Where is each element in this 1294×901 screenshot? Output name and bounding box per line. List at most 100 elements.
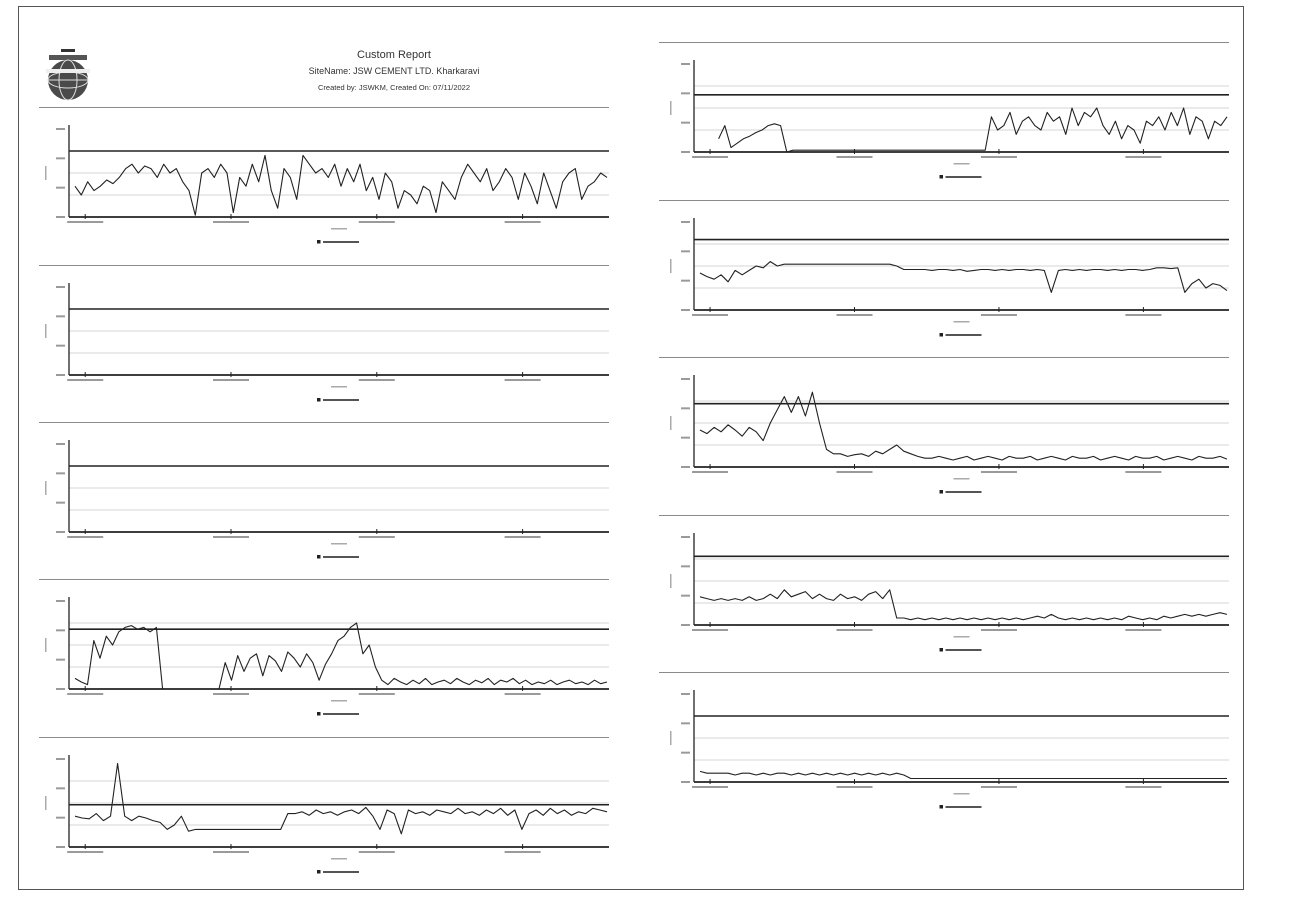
x-tick-label <box>67 379 104 381</box>
x-axis-label <box>953 163 970 165</box>
x-tick-label <box>1125 786 1162 788</box>
y-axis-label <box>45 481 47 495</box>
y-tick-label <box>56 629 65 632</box>
y-tick-label <box>681 279 690 282</box>
created-by: Created by: JSWKM, Created On: 07/11/202… <box>317 83 471 92</box>
x-tick-label <box>692 471 729 473</box>
x-axis-label <box>331 858 347 860</box>
company-logo <box>46 49 90 101</box>
legend-swatch <box>939 805 943 809</box>
y-tick-label <box>681 722 690 725</box>
chart-separator <box>39 579 609 580</box>
legend-swatch <box>939 490 943 494</box>
chart-separator <box>659 672 1229 673</box>
y-tick-label <box>56 658 65 661</box>
x-tick-label <box>358 379 395 381</box>
x-tick-label <box>1125 471 1162 473</box>
legend-swatch <box>317 555 321 559</box>
series-line <box>699 770 1227 780</box>
report-title: Custom Report <box>357 49 431 61</box>
x-tick-label <box>67 536 104 538</box>
y-tick-label <box>681 536 690 538</box>
y-tick-label <box>56 216 65 218</box>
trend-chart-10 <box>670 690 1229 809</box>
y-axis-label <box>670 259 672 273</box>
legend-swatch <box>939 648 943 652</box>
y-axis-label <box>45 166 47 180</box>
chart-separator <box>659 357 1229 358</box>
x-tick-label <box>836 786 873 788</box>
y-tick-label <box>56 443 65 445</box>
x-tick-label <box>980 314 1017 316</box>
y-tick-label <box>681 63 690 65</box>
series-line <box>74 762 608 835</box>
chart-separator <box>39 265 609 266</box>
legend-swatch <box>939 175 943 179</box>
chart-separator <box>39 422 609 423</box>
y-tick-label <box>56 501 65 504</box>
legend-swatch <box>317 870 321 874</box>
series-line <box>74 154 608 216</box>
y-tick-label <box>681 624 690 626</box>
y-tick-label <box>56 758 65 760</box>
legend-label <box>323 871 359 873</box>
y-tick-label <box>56 286 65 288</box>
y-axis-label <box>670 416 672 430</box>
legend-swatch <box>317 712 321 716</box>
y-tick-label <box>56 787 65 790</box>
chart-separator <box>659 200 1229 201</box>
y-tick-label <box>56 344 65 347</box>
y-tick-label <box>681 407 690 410</box>
y-tick-label <box>681 565 690 568</box>
trend-chart-4 <box>45 597 609 716</box>
x-tick-label <box>504 221 541 223</box>
y-tick-label <box>681 693 690 695</box>
x-tick-label <box>980 471 1017 473</box>
x-tick-label <box>213 221 249 223</box>
legend-label <box>945 649 982 651</box>
x-tick-label <box>358 536 395 538</box>
x-tick-label <box>692 629 729 631</box>
x-axis-label <box>953 321 970 323</box>
x-tick-label <box>358 693 395 695</box>
x-tick-label <box>836 629 873 631</box>
y-tick-label <box>681 250 690 253</box>
legend-label <box>945 806 982 808</box>
y-tick-label <box>681 309 690 311</box>
y-axis-label <box>670 731 672 745</box>
x-axis-label <box>953 793 970 795</box>
x-axis-label <box>953 636 970 638</box>
legend-label <box>945 491 982 493</box>
y-tick-label <box>56 688 65 690</box>
x-tick-label <box>504 379 541 381</box>
x-tick-label <box>836 156 873 158</box>
x-tick-label <box>67 693 104 695</box>
series-line <box>699 589 1228 621</box>
y-axis-label <box>45 324 47 338</box>
trend-chart-2 <box>45 283 609 402</box>
report-page: Custom Report SiteName: JSW CEMENT LTD. … <box>18 6 1244 890</box>
y-tick-label <box>56 315 65 318</box>
x-tick-label <box>836 471 873 473</box>
x-tick-label <box>358 851 395 853</box>
y-tick-label <box>681 594 690 597</box>
x-tick-label <box>1125 156 1162 158</box>
y-tick-label <box>681 92 690 95</box>
y-axis-label <box>45 638 47 652</box>
legend-label <box>945 176 982 178</box>
y-tick-label <box>56 186 65 189</box>
y-tick-label <box>681 121 690 124</box>
x-tick-label <box>1125 314 1162 316</box>
y-tick-label <box>56 531 65 533</box>
x-tick-label <box>213 379 249 381</box>
trend-chart-6 <box>670 60 1229 179</box>
x-axis-label <box>331 228 347 230</box>
x-tick-label <box>213 693 249 695</box>
site-name: SiteName: JSW CEMENT LTD. Kharkaravi <box>308 66 480 76</box>
x-axis-label <box>331 543 347 545</box>
trend-chart-9 <box>670 533 1229 652</box>
y-tick-label <box>56 128 65 130</box>
chart-separator <box>659 42 1229 43</box>
x-tick-label <box>67 851 104 853</box>
x-tick-label <box>980 629 1017 631</box>
